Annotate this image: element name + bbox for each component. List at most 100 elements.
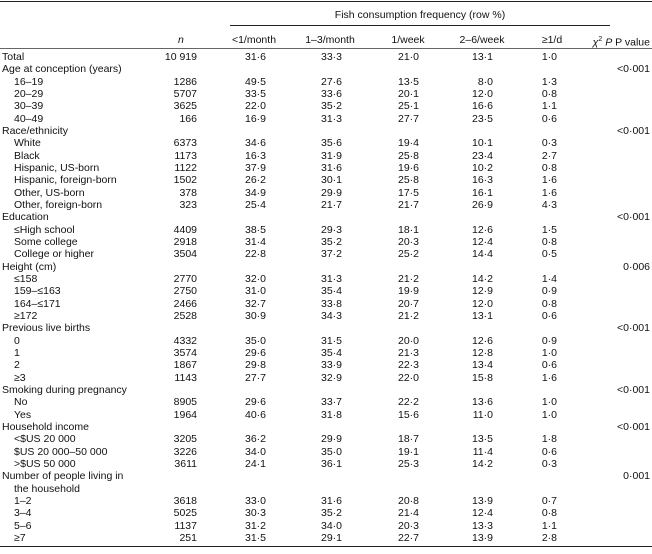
cell-pct: 0·6 <box>541 359 557 372</box>
table-row: 0 4332 35·0 31·5 20·0 12·6 0·9 <box>0 335 652 347</box>
cell-n: 1964 <box>173 408 197 421</box>
spanner-header: Fish consumption frequency (row %) <box>334 9 506 21</box>
cell-pct: 22·0 <box>244 100 266 113</box>
table-row: Black 1173 16·3 31·9 25·8 23·4 2·7 <box>0 150 652 162</box>
cell-pct: 19·6 <box>397 161 419 174</box>
row-label: Hispanic, foreign-born <box>14 174 117 187</box>
cell-pct: 49·5 <box>244 75 266 88</box>
cell-pct: 29·1 <box>320 531 342 544</box>
table-row: 159–≤163 2750 31·0 35·4 19·9 12·9 0·9 <box>0 285 652 297</box>
cell-pct: 34·6 <box>244 137 266 150</box>
cell-pct: 18·1 <box>397 223 419 236</box>
cell-pct: 12·9 <box>471 285 493 298</box>
cell-pct: 20·0 <box>397 334 419 347</box>
cell-pct: 0·8 <box>541 235 557 248</box>
cell-pct: 35·2 <box>320 507 342 520</box>
cell-pct: 13·1 <box>471 309 493 322</box>
cell-n: 1143 <box>174 371 197 384</box>
row-label: 16–19 <box>14 75 44 88</box>
cell-pct: 31·6 <box>320 494 342 507</box>
cell-pct: 32·0 <box>244 272 266 285</box>
cell-n: 1122 <box>174 161 197 174</box>
cell-pct: 16·3 <box>244 149 266 162</box>
cell-pct: 34·9 <box>244 186 266 199</box>
cell-pct: 1·0 <box>541 408 557 421</box>
bottom-rule <box>0 546 652 547</box>
cell-pct: 38·5 <box>244 223 266 236</box>
cell-pct: 0·8 <box>541 87 557 100</box>
cell-n: 3504 <box>173 248 197 261</box>
row-label: 164–≤171 <box>14 297 61 310</box>
cell-n: 1867 <box>173 359 197 372</box>
cell-pct: 0·8 <box>541 161 557 174</box>
row-label: Some college <box>14 235 78 248</box>
row-label: 5–6 <box>14 519 32 532</box>
cell-pct: 21·7 <box>397 198 419 211</box>
cell-pct: 25·4 <box>244 198 266 211</box>
cell-pct: 1·0 <box>541 396 557 409</box>
section-label: Education <box>2 211 49 224</box>
table-row: Yes 1964 40·6 31·8 15·6 11·0 1·0 <box>0 409 652 421</box>
cell-pct: 35·6 <box>320 137 342 150</box>
cell-pct: 30·9 <box>244 309 266 322</box>
row-label: Black <box>14 149 40 162</box>
table-row: 30–39 3625 22·0 35·2 25·1 16·6 1·1 <box>0 100 652 112</box>
top-rule <box>0 1 652 2</box>
cell-n: 1137 <box>174 519 197 532</box>
cell-pct: 1·3 <box>541 75 557 88</box>
cell-n: 2918 <box>173 235 197 248</box>
cell-pct: 1·1 <box>541 100 557 113</box>
cell-n: 166 <box>179 112 197 125</box>
section-row: Height (cm) 0·006 <box>0 261 652 273</box>
cell-n: 2770 <box>173 272 197 285</box>
cell-pct: 32·7 <box>244 297 266 310</box>
p-value: 0·006 <box>623 260 650 273</box>
cell-pct: 35·0 <box>244 334 266 347</box>
cell-pct: 20·3 <box>397 519 419 532</box>
cell-pct: 27·7 <box>397 112 419 125</box>
cell-pct: 25·8 <box>397 149 419 162</box>
row-label: 2 <box>14 359 20 372</box>
cell-pct: 31·4 <box>244 235 266 248</box>
cell-pct: 31·0 <box>244 285 266 298</box>
cell-pct: 19·1 <box>397 445 419 458</box>
cell-n: 4332 <box>173 334 197 347</box>
table-row-total: Total 10 919 31·6 33·3 21·0 13·1 1·0 <box>0 51 652 63</box>
cell-n: 2466 <box>173 297 197 310</box>
section-label-continued: the household <box>14 482 80 495</box>
cell-pct: 0·7 <box>541 494 557 507</box>
table-row: College or higher 3504 22·8 37·2 25·2 14·4 0·5 <box>0 248 652 260</box>
cell-n: 2528 <box>173 309 197 322</box>
cell-pct: 32·9 <box>320 371 342 384</box>
cell-pct: 21·0 <box>397 51 419 63</box>
cell-pct: 13·9 <box>471 531 493 544</box>
table-row: ≥3 1143 27·7 32·9 22·0 15·8 1·6 <box>0 372 652 384</box>
cell-pct: 35·2 <box>320 235 342 248</box>
cell-pct: 31·3 <box>320 272 342 285</box>
cell-pct: 10·2 <box>471 161 493 174</box>
row-label: 0 <box>14 334 20 347</box>
cell-pct: 0·8 <box>541 297 557 310</box>
table-row: 5–6 1137 31·2 34·0 20·3 13·3 1·1 <box>0 520 652 532</box>
cell-pct: 33·5 <box>244 87 266 100</box>
cell-pct: 12·4 <box>471 235 493 248</box>
cell-pct: 21·2 <box>397 272 419 285</box>
table-row: <$US 20 000 3205 36·2 29·9 18·7 13·5 1·8 <box>0 433 652 445</box>
cell-pct: 15·6 <box>397 408 419 421</box>
cell-pct: 14·2 <box>471 457 493 470</box>
cell-n: 10 919 <box>164 51 197 63</box>
cell-pct: 16·6 <box>471 100 493 113</box>
spanner-rule <box>230 25 610 26</box>
cell-pct: 31·8 <box>320 408 342 421</box>
cell-pct: 34·0 <box>244 445 266 458</box>
cell-pct: 40·6 <box>244 408 266 421</box>
table-row: 164–≤171 2466 32·7 33·8 20·7 12·0 0·8 <box>0 298 652 310</box>
p-value: <0·001 <box>617 211 650 224</box>
cell-pct: 34·3 <box>320 309 342 322</box>
cell-pct: 12·6 <box>471 223 493 236</box>
cell-pct: 27·6 <box>320 75 342 88</box>
cell-pct: 0·6 <box>541 445 557 458</box>
cell-n: 1173 <box>174 149 197 162</box>
cell-pct: 13·6 <box>471 396 493 409</box>
cell-pct: 31·3 <box>320 112 342 125</box>
